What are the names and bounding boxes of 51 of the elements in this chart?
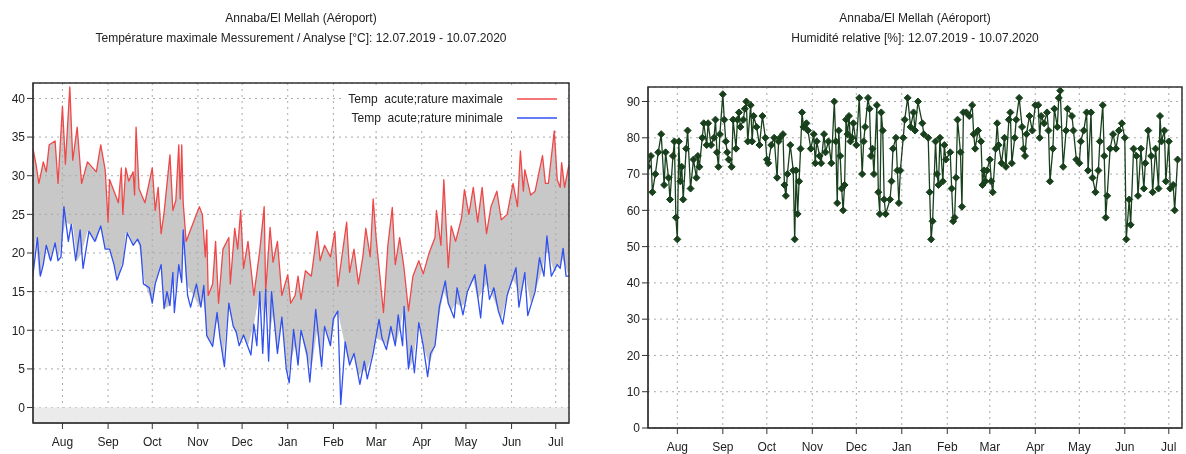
y-tick-label: 15 xyxy=(11,284,26,299)
y-tick-label: 25 xyxy=(11,207,26,222)
chart-subtitle: Humidité relative [%]: 12.07.2019 - 10.07.2020 xyxy=(790,30,1040,47)
y-tick-label: 10 xyxy=(11,323,26,338)
legend-label: Temp acute;rature maximale xyxy=(348,91,503,106)
y-tick-label: 40 xyxy=(626,276,641,291)
x-tick-label: Oct xyxy=(757,439,777,454)
x-tick-label: Sep xyxy=(712,439,734,454)
y-tick-label: 5 xyxy=(18,362,26,377)
x-tick-label: Nov xyxy=(187,434,209,449)
x-tick-label: Jun xyxy=(501,434,522,449)
line-series xyxy=(33,86,569,314)
y-tick-label: 20 xyxy=(11,246,26,261)
y-tick-label: 30 xyxy=(11,168,26,183)
x-tick-label: Jul xyxy=(548,434,564,449)
y-tick-label: 30 xyxy=(626,312,641,327)
x-tick-label: Feb xyxy=(323,434,345,449)
x-tick-label: Oct xyxy=(142,434,163,449)
y-tick-label: 90 xyxy=(626,94,641,109)
x-tick-label: Aug xyxy=(666,439,689,454)
chart-subtitle: Température maximale Messurement / Analyse [°C]: 12.07.2019 - 10.07.2020 xyxy=(94,30,508,47)
x-tick-label: Sep xyxy=(97,434,120,449)
x-tick-label: Apr xyxy=(1025,439,1045,454)
chart-title: Annaba/El Mellah (Aéroport) xyxy=(224,10,378,27)
y-tick-label: 35 xyxy=(11,130,26,145)
x-tick-label: Jun xyxy=(1115,439,1135,454)
x-tick-label: Jul xyxy=(1161,439,1177,454)
x-tick-label: May xyxy=(454,434,478,449)
legend-label: Temp acute;rature minimale xyxy=(351,110,503,125)
x-tick-label: Feb xyxy=(936,439,958,454)
x-tick-label: Jan xyxy=(892,439,912,454)
x-tick-label: Nov xyxy=(801,439,823,454)
y-tick-label: 40 xyxy=(11,91,26,106)
y-tick-label: 50 xyxy=(626,239,641,254)
line-series xyxy=(33,205,569,406)
x-tick-label: Mar xyxy=(979,439,1001,454)
y-tick-label: 20 xyxy=(626,348,641,363)
y-tick-label: 0 xyxy=(18,400,26,415)
chart-title: Annaba/El Mellah (Aéroport) xyxy=(838,10,992,27)
x-tick-label: Dec xyxy=(231,434,253,449)
x-tick-label: Apr xyxy=(412,434,432,449)
y-tick-label: 0 xyxy=(633,421,641,436)
x-tick-label: Jan xyxy=(278,434,298,449)
x-tick-label: Dec xyxy=(845,439,867,454)
y-tick-label: 70 xyxy=(626,167,641,182)
x-tick-label: Aug xyxy=(51,434,74,449)
x-tick-label: May xyxy=(1067,439,1091,454)
x-tick-label: Mar xyxy=(365,434,387,449)
y-tick-label: 60 xyxy=(626,203,641,218)
y-tick-label: 80 xyxy=(626,131,641,146)
y-tick-label: 10 xyxy=(626,384,641,399)
